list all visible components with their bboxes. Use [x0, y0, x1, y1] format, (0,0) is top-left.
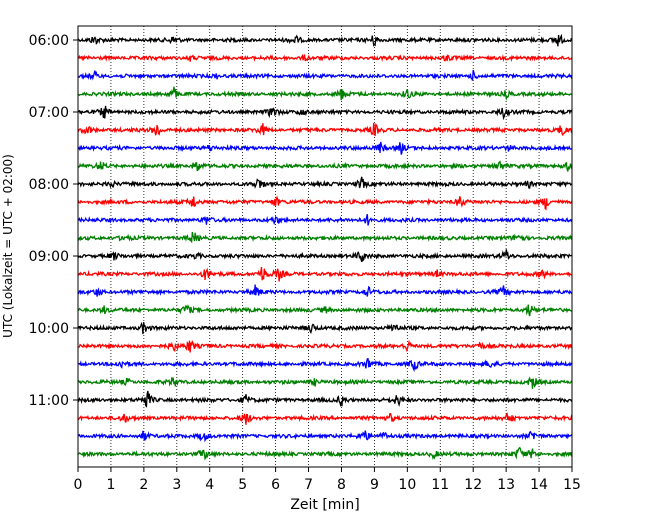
trace-rows	[77, 33, 573, 461]
trace-0745	[77, 160, 573, 172]
y-axis-ticks: 06:00 07:00 08:00 09:00 10:00 11:00	[29, 33, 78, 409]
x-axis-ticks: 0 1 2 3 4 5 6 7 8 9 10 11 12 13 14 15	[74, 467, 581, 493]
x-tick-label: 11	[431, 477, 449, 493]
x-tick-label: 13	[497, 477, 515, 493]
x-tick-label: 8	[337, 477, 346, 493]
x-tick-label: 15	[563, 477, 581, 493]
trace-1130	[77, 430, 573, 443]
y-axis-label: UTC (Lokalzeit = UTC + 02:00)	[1, 154, 15, 338]
trace-0930	[77, 284, 573, 297]
trace-1045	[77, 376, 573, 389]
trace-0815	[77, 195, 573, 211]
x-tick-label: 12	[464, 477, 482, 493]
trace-1100	[77, 390, 573, 408]
x-tick-label: 1	[106, 477, 115, 493]
trace-1145	[77, 446, 573, 461]
trace-0945	[77, 304, 573, 317]
trace-0700	[77, 105, 573, 121]
trace-0645	[77, 86, 573, 101]
y-tick-label: 11:00	[29, 393, 69, 409]
trace-1030	[77, 358, 573, 373]
trace-0615	[77, 53, 573, 63]
x-tick-label: 4	[205, 477, 214, 493]
trace-0715	[77, 122, 573, 137]
trace-0730	[77, 141, 573, 155]
x-tick-label: 3	[172, 477, 181, 493]
x-tick-label: 9	[370, 477, 379, 493]
x-axis-label: Zeit [min]	[290, 497, 359, 513]
x-tick-label: 14	[530, 477, 548, 493]
trace-0845	[77, 231, 573, 243]
trace-0915	[77, 266, 573, 282]
x-tick-label: 5	[238, 477, 247, 493]
trace-0800	[77, 176, 573, 189]
x-tick-label: 7	[304, 477, 313, 493]
x-tick-label: 2	[139, 477, 148, 493]
plot-frame	[77, 25, 573, 468]
trace-1015	[77, 339, 573, 353]
trace-0830	[77, 214, 573, 226]
y-tick-label: 07:00	[29, 105, 69, 121]
trace-0600	[77, 33, 573, 47]
y-tick-label: 08:00	[29, 177, 69, 193]
x-tick-label: 6	[271, 477, 280, 493]
x-tick-label: 10	[398, 477, 416, 493]
y-tick-label: 09:00	[29, 249, 69, 265]
trace-1000	[77, 321, 573, 335]
y-tick-label: 06:00	[29, 33, 69, 49]
trace-0630	[77, 69, 573, 81]
y-tick-label: 10:00	[29, 321, 69, 337]
x-tick-label: 0	[74, 477, 83, 493]
trace-0900	[77, 249, 573, 263]
trace-1115	[77, 412, 573, 425]
